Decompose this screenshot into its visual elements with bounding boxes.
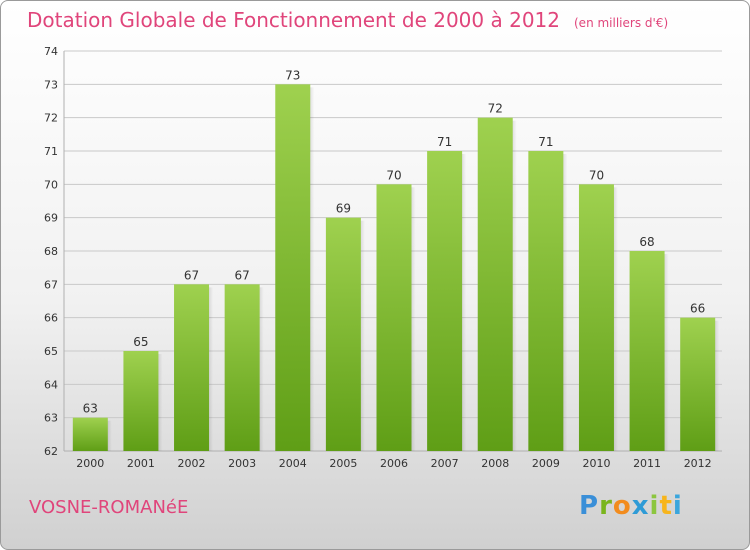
bar-shadow [107, 420, 112, 451]
bar-shadow [563, 154, 568, 451]
bar [427, 151, 463, 451]
bar-shadow [360, 220, 365, 451]
proxiti-logo[interactable]: Proxiti [579, 491, 683, 521]
bar-shadow [259, 287, 264, 451]
bar [680, 317, 716, 451]
x-tick-label: 2007 [431, 457, 459, 470]
data-label: 69 [336, 202, 351, 216]
y-tick-label: 63 [44, 412, 58, 425]
data-label: 70 [589, 168, 604, 182]
bar-shadow [411, 187, 416, 452]
axis-layer: 62 63 64 65 66 67 68 69 70 71 72 73 74 2000 2001 2002 20… [44, 45, 712, 470]
data-label: 67 [235, 268, 250, 282]
bar-shadow [310, 87, 315, 451]
chart-title: Dotation Globale de Fonctionnement de 20… [27, 8, 668, 32]
bar [123, 351, 159, 451]
x-tick-label: 2005 [329, 457, 357, 470]
data-label: 72 [488, 102, 503, 116]
data-label: 68 [639, 235, 654, 249]
bar [528, 151, 564, 451]
x-tick-label: 2008 [481, 457, 509, 470]
data-label: 71 [437, 135, 452, 149]
bar-shadow [715, 320, 720, 451]
data-label: 71 [538, 135, 553, 149]
bar [325, 217, 361, 451]
x-tick-label: 2003 [228, 457, 256, 470]
x-tick-label: 2009 [532, 457, 560, 470]
logo-letter: x [631, 491, 650, 521]
bar-shadow [512, 120, 517, 452]
data-label: 67 [184, 268, 199, 282]
y-tick-label: 66 [44, 312, 58, 325]
logo-letter: t [659, 491, 673, 521]
logo-letter: i [672, 491, 683, 521]
x-tick-label: 2001 [127, 457, 155, 470]
y-tick-label: 62 [44, 445, 58, 458]
data-label: 73 [285, 68, 300, 82]
data-label: 70 [386, 168, 401, 182]
y-tick-label: 72 [44, 112, 58, 125]
y-tick-label: 71 [44, 145, 58, 158]
chart-subtitle: (en milliers d'€) [574, 16, 669, 30]
bar-shadow [158, 354, 163, 451]
y-tick-label: 67 [44, 278, 58, 291]
bar [72, 417, 108, 451]
x-tick-label: 2004 [279, 457, 307, 470]
y-tick-label: 73 [44, 78, 58, 91]
logo-letter: P [579, 491, 600, 521]
data-label: 65 [133, 335, 148, 349]
bar-shadow [462, 154, 467, 451]
bar-layer: 63 65 67 67 73 69 70 71 72 71 70 68 66 [72, 68, 720, 452]
x-tick-label: 2006 [380, 457, 408, 470]
chart-title-text: Dotation Globale de Fonctionnement de 20… [27, 8, 560, 32]
logo-letter: r [599, 491, 613, 521]
data-label: 66 [690, 302, 705, 316]
logo-letter: o [612, 491, 632, 521]
y-tick-label: 64 [44, 378, 58, 391]
bar [629, 251, 665, 451]
bar [275, 84, 311, 451]
logo-letter: i [649, 491, 660, 521]
y-tick-label: 69 [44, 212, 58, 225]
y-tick-label: 65 [44, 345, 58, 358]
town-name: VOSNE-ROMANéE [29, 497, 189, 518]
x-tick-label: 2002 [178, 457, 206, 470]
y-tick-label: 74 [44, 45, 58, 58]
x-tick-label: 2012 [684, 457, 712, 470]
bar [224, 284, 260, 451]
bar-shadow [613, 187, 618, 452]
bar-shadow [209, 287, 214, 451]
bar [477, 117, 513, 452]
x-tick-label: 2000 [76, 457, 104, 470]
bar [376, 184, 412, 452]
bar [578, 184, 614, 452]
bar-shadow [664, 254, 669, 451]
y-tick-label: 70 [44, 178, 58, 191]
y-tick-label: 68 [44, 245, 58, 258]
x-tick-label: 2011 [633, 457, 661, 470]
x-tick-label: 2010 [582, 457, 610, 470]
bar [174, 284, 210, 451]
data-label: 63 [83, 402, 98, 416]
